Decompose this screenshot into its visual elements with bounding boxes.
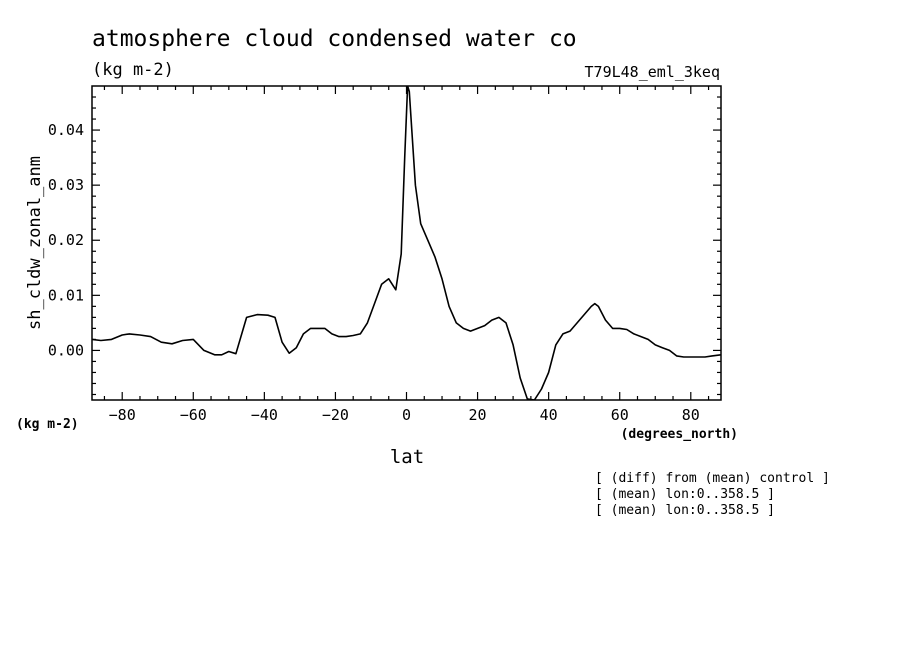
x-tick-label: 20 bbox=[469, 406, 487, 424]
note-line-2: [ (mean) lon:0..358.5 ] bbox=[595, 487, 775, 502]
x-tick-label: 80 bbox=[682, 406, 700, 424]
note-line-1: [ (diff) from (mean) control ] bbox=[595, 471, 830, 486]
x-axis-label: lat bbox=[390, 446, 424, 468]
y-tick-label: 0.02 bbox=[48, 231, 84, 249]
plot-frame bbox=[91, 85, 722, 401]
y-axis-label: sh_cldw_zonal_anm bbox=[25, 156, 45, 330]
x-tick-label: −40 bbox=[251, 406, 278, 424]
y-tick-label: 0.03 bbox=[48, 176, 84, 194]
note-line-3: [ (mean) lon:0..358.5 ] bbox=[595, 503, 775, 518]
series-line bbox=[92, 86, 721, 400]
x-tick-label: 60 bbox=[611, 406, 629, 424]
y-units-label: (kg m-2) bbox=[16, 417, 79, 432]
x-tick-label: 0 bbox=[402, 406, 411, 424]
y-tick-label: 0.00 bbox=[48, 341, 84, 359]
x-units-label: (degrees_north) bbox=[621, 427, 738, 442]
chart-title: atmosphere cloud condensed water co bbox=[92, 26, 577, 52]
y-tick-label: 0.01 bbox=[48, 286, 84, 304]
y-axis-ticks: 0.00 0.01 0.02 0.03 0.04 bbox=[48, 96, 721, 396]
y-tick-label: 0.04 bbox=[48, 121, 84, 139]
x-tick-label: 40 bbox=[540, 406, 558, 424]
series-group bbox=[92, 86, 721, 400]
chart-units: (kg m-2) bbox=[92, 60, 174, 80]
x-axis-ticks: −80 −60 −40 −20 0 20 40 60 80 bbox=[103, 86, 710, 424]
run-label: T79L48_eml_3keq bbox=[585, 63, 720, 81]
x-tick-label: −20 bbox=[322, 406, 349, 424]
x-tick-label: −80 bbox=[109, 406, 136, 424]
x-tick-label: −60 bbox=[180, 406, 207, 424]
